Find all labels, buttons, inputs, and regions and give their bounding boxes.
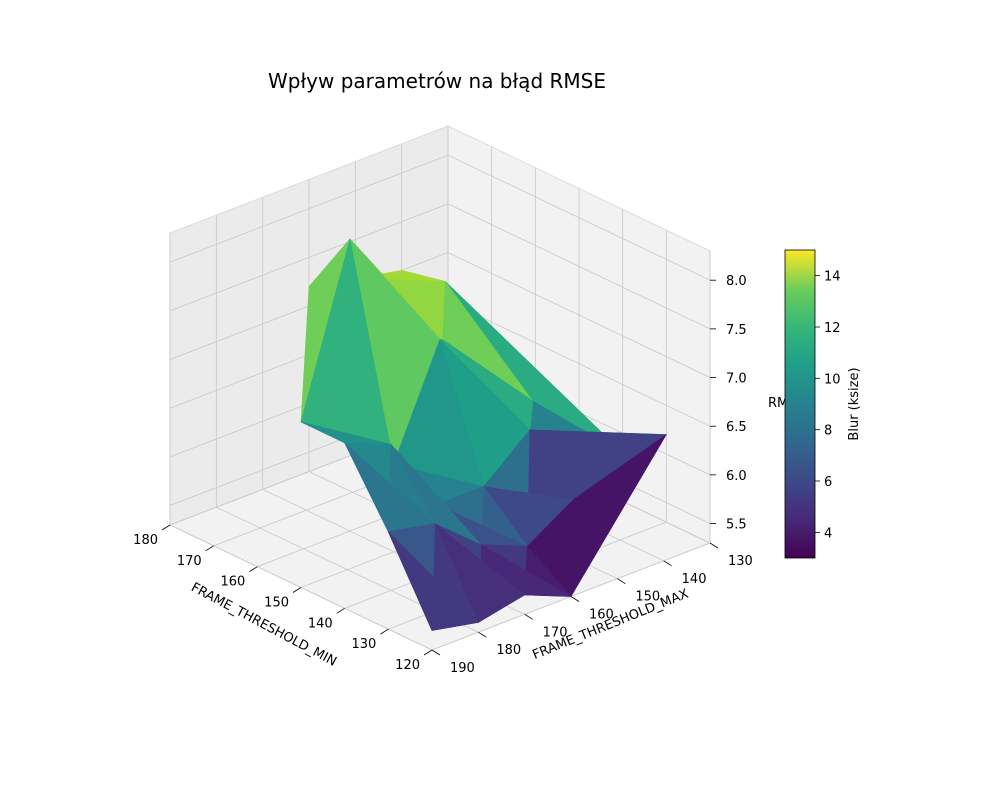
y-tick-label: 170 bbox=[543, 625, 568, 640]
colorbar-tick-label: 10 bbox=[824, 372, 841, 387]
chart-title: Wpływ parametrów na błąd RMSE bbox=[268, 69, 606, 93]
x-tick-label: 160 bbox=[221, 575, 246, 590]
y-tick-mark bbox=[524, 613, 533, 620]
colorbar-tick-label: 14 bbox=[824, 270, 841, 285]
colorbar-gradient bbox=[784, 249, 816, 559]
y-tick-mark bbox=[663, 560, 672, 567]
y-tick-mark bbox=[570, 596, 580, 602]
x-tick-mark bbox=[292, 587, 302, 593]
colorbar-ticks: 4 6 8 10 12 14 bbox=[815, 270, 841, 541]
z-tick-label: 5.5 bbox=[726, 518, 747, 533]
y-tick-mark bbox=[709, 542, 719, 549]
y-tick-label: 150 bbox=[635, 590, 660, 605]
y-tick-mark bbox=[431, 649, 441, 656]
x-tick-label: 140 bbox=[308, 616, 333, 631]
y-tick-mark bbox=[617, 578, 626, 585]
y-tick-label: 160 bbox=[589, 608, 614, 623]
y-tick-label: 140 bbox=[682, 572, 707, 587]
y-tick-label: 180 bbox=[496, 643, 521, 658]
grid-line bbox=[447, 300, 711, 427]
x-tick-mark bbox=[423, 649, 433, 656]
grid-line bbox=[169, 154, 449, 263]
x-tick-mark bbox=[380, 628, 389, 635]
z-tick-label: 6.0 bbox=[726, 469, 747, 484]
colorbar-tick-label: 8 bbox=[824, 424, 832, 439]
x-tick-label: 130 bbox=[352, 637, 377, 652]
x-tick-label: 120 bbox=[395, 658, 420, 673]
colorbar-tick-label: 12 bbox=[824, 321, 841, 336]
y-tick-mark bbox=[478, 631, 487, 638]
x-tick-mark bbox=[336, 607, 345, 614]
y-tick-label: 130 bbox=[728, 554, 753, 569]
grid-line bbox=[169, 203, 449, 312]
z-tick-label: 7.0 bbox=[726, 372, 747, 387]
z-tick-label: 6.5 bbox=[726, 420, 747, 435]
grid-line bbox=[447, 252, 711, 378]
grid-line bbox=[447, 203, 711, 330]
colorbar-label: Blur (ksize) bbox=[847, 367, 862, 440]
axes-ticks: 120 130 140 150 160 170 180 130 140 150 160 170 180 1… bbox=[133, 274, 753, 676]
x-tick-mark bbox=[161, 524, 171, 531]
colorbar: 4 6 8 10 12 14 Blur (ksize) bbox=[784, 249, 862, 559]
z-tick-label: 8.0 bbox=[726, 274, 747, 289]
x-tick-label: 170 bbox=[177, 554, 202, 569]
colorbar-tick-label: 6 bbox=[824, 475, 832, 490]
y-tick-label: 190 bbox=[450, 661, 475, 676]
surface-facet bbox=[388, 531, 479, 631]
colorbar-tick-label: 4 bbox=[824, 526, 832, 541]
z-tick-label: 7.5 bbox=[726, 323, 747, 338]
x-tick-label: 150 bbox=[264, 596, 289, 611]
x-tick-mark bbox=[205, 545, 214, 552]
x-tick-mark bbox=[249, 566, 258, 573]
grid-line bbox=[447, 154, 711, 281]
x-tick-label: 180 bbox=[133, 533, 158, 548]
surface-mesh bbox=[300, 237, 668, 631]
